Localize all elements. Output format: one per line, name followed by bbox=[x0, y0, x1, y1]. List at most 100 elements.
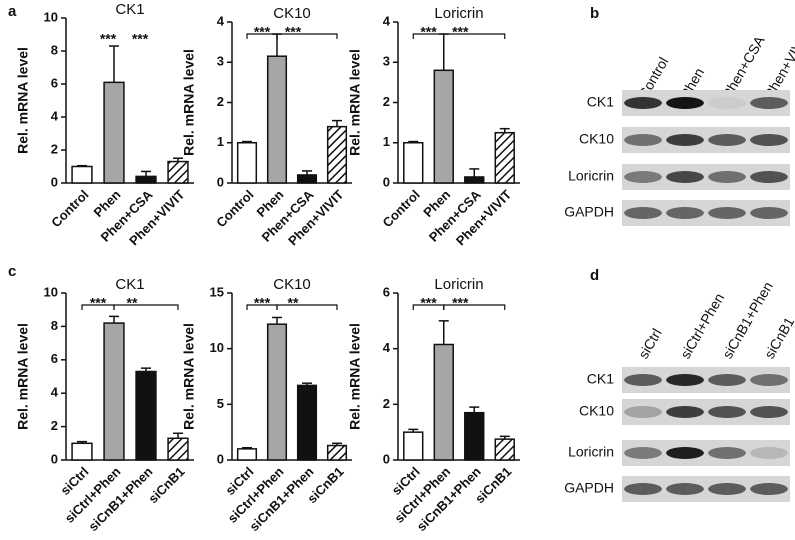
blot-band bbox=[624, 406, 662, 418]
y-tick-label: 1 bbox=[383, 134, 390, 149]
blot-band bbox=[624, 374, 662, 386]
blot-band bbox=[624, 207, 662, 219]
x-tick-label: Control bbox=[380, 187, 423, 230]
y-tick-label: 0 bbox=[51, 451, 58, 466]
blot-band bbox=[750, 171, 788, 183]
bar bbox=[266, 323, 288, 461]
y-tick-label: 10 bbox=[210, 340, 224, 355]
y-tick-label: 10 bbox=[44, 9, 58, 24]
x-tick-label: siCnB1 bbox=[145, 464, 187, 506]
row-label: CK10 bbox=[579, 131, 614, 147]
significance-bracket bbox=[443, 304, 506, 310]
bar bbox=[403, 142, 424, 184]
chart-title: CK1 bbox=[115, 276, 144, 293]
y-tick-label: 3 bbox=[217, 54, 224, 69]
significance-label: *** bbox=[452, 295, 469, 311]
blot-band bbox=[708, 207, 746, 219]
y-tick-label: 0 bbox=[383, 174, 390, 189]
blot-band bbox=[666, 374, 704, 386]
bar bbox=[494, 131, 515, 184]
y-tick-label: 15 bbox=[210, 284, 224, 299]
y-tick-label: 8 bbox=[51, 318, 58, 333]
row-label: CK1 bbox=[587, 371, 614, 387]
y-axis-label: Rel. mRNA level bbox=[347, 323, 363, 430]
lane-label: siCtrl bbox=[635, 326, 665, 362]
y-tick-label: 4 bbox=[51, 108, 59, 123]
y-axis-label: Rel. mRNA level bbox=[347, 49, 363, 156]
y-tick-label: 2 bbox=[51, 418, 58, 433]
blot-band bbox=[750, 97, 788, 109]
bar bbox=[103, 81, 125, 184]
y-tick-label: 2 bbox=[383, 94, 390, 109]
significance-bracket bbox=[113, 304, 179, 310]
bar bbox=[135, 175, 157, 184]
y-axis-label: Rel. mRNA level bbox=[181, 49, 197, 156]
chart-title: CK1 bbox=[115, 1, 144, 18]
significance-label: *** bbox=[254, 24, 271, 40]
bar bbox=[326, 444, 348, 461]
panel-label: b bbox=[590, 5, 599, 22]
blot-band bbox=[624, 134, 662, 146]
y-tick-label: 10 bbox=[44, 284, 58, 299]
significance-label: *** bbox=[132, 31, 149, 47]
y-axis-label: Rel. mRNA level bbox=[15, 323, 31, 430]
blot-band bbox=[750, 374, 788, 386]
panel-label: a bbox=[8, 3, 17, 20]
blot-band bbox=[750, 447, 788, 459]
blot-band bbox=[708, 97, 746, 109]
bar bbox=[236, 142, 258, 184]
bar bbox=[464, 176, 485, 184]
bar bbox=[296, 384, 318, 461]
y-tick-label: 4 bbox=[383, 340, 391, 355]
blot-band bbox=[708, 374, 746, 386]
blot-band bbox=[708, 171, 746, 183]
blot-band bbox=[624, 97, 662, 109]
bar bbox=[167, 160, 189, 184]
chart-title: CK10 bbox=[273, 5, 311, 22]
significance-label: *** bbox=[452, 24, 469, 40]
significance-label: ** bbox=[127, 295, 138, 311]
bar bbox=[103, 322, 125, 461]
blot-band bbox=[624, 447, 662, 459]
y-tick-label: 2 bbox=[217, 94, 224, 109]
blot-band bbox=[666, 97, 704, 109]
blot-band bbox=[708, 447, 746, 459]
panel-label: c bbox=[8, 263, 16, 280]
y-tick-label: 0 bbox=[383, 451, 390, 466]
blot-band bbox=[666, 406, 704, 418]
bar bbox=[167, 437, 189, 461]
y-tick-label: 0 bbox=[217, 451, 224, 466]
y-axis-label: Rel. mRNA level bbox=[15, 47, 31, 154]
blot-strip bbox=[622, 440, 790, 466]
blot-band bbox=[666, 171, 704, 183]
y-tick-label: 6 bbox=[51, 75, 58, 90]
blot-band bbox=[750, 483, 788, 495]
y-tick-label: 2 bbox=[383, 396, 390, 411]
significance-bracket bbox=[443, 33, 506, 39]
y-tick-label: 0 bbox=[51, 174, 58, 189]
significance-label: *** bbox=[420, 24, 437, 40]
row-label: GAPDH bbox=[564, 204, 614, 220]
y-tick-label: 2 bbox=[51, 141, 58, 156]
y-tick-label: 4 bbox=[383, 13, 391, 28]
bar bbox=[71, 165, 93, 184]
bar bbox=[494, 438, 515, 461]
y-tick-label: 4 bbox=[51, 385, 59, 400]
bar bbox=[464, 411, 485, 461]
significance-label: *** bbox=[285, 24, 302, 40]
blot-band bbox=[708, 406, 746, 418]
bar bbox=[266, 55, 288, 184]
bar bbox=[326, 125, 348, 184]
bar bbox=[135, 370, 157, 461]
bar bbox=[433, 343, 454, 461]
bar bbox=[236, 448, 258, 461]
row-label: GAPDH bbox=[564, 480, 614, 496]
significance-label: *** bbox=[100, 31, 117, 47]
blot-band bbox=[666, 207, 704, 219]
blot-band bbox=[750, 134, 788, 146]
chart-title: Loricrin bbox=[434, 276, 483, 293]
y-tick-label: 5 bbox=[217, 396, 224, 411]
row-label: CK1 bbox=[587, 94, 614, 110]
y-tick-label: 3 bbox=[383, 54, 390, 69]
bar bbox=[433, 69, 454, 184]
